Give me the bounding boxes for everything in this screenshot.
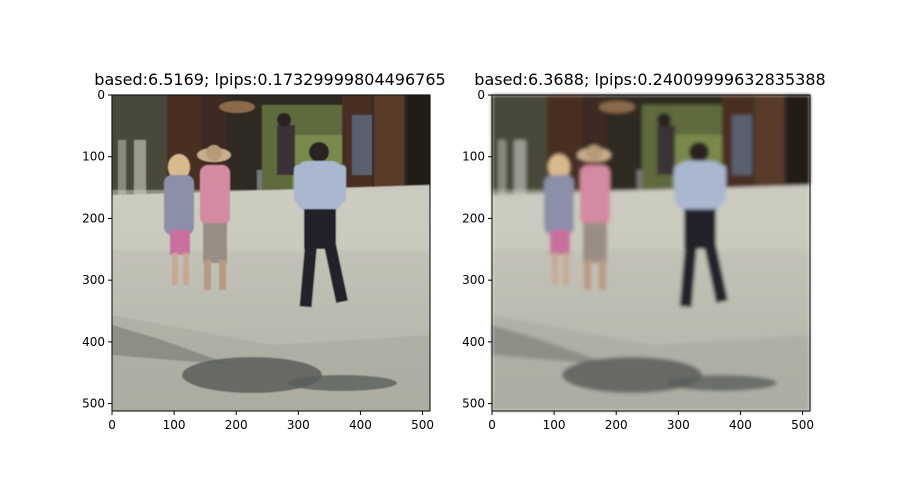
y-tick-label: 100 [82, 150, 105, 164]
y-tick-label: 500 [82, 397, 105, 411]
x-tick-label: 500 [411, 418, 434, 432]
x-tick-label: 200 [605, 418, 628, 432]
x-tick-label: 300 [667, 418, 690, 432]
y-tick-label: 200 [462, 211, 485, 225]
x-tick-label: 0 [108, 418, 116, 432]
y-tick-label: 500 [462, 397, 485, 411]
left-panel-title: based:6.5169; lpips:0.17329999804496765 [94, 70, 446, 89]
y-tick-label: 0 [477, 88, 485, 102]
axes-frame [111, 94, 431, 412]
y-tick-label: 200 [82, 211, 105, 225]
y-tick-label: 400 [462, 335, 485, 349]
x-tick-label: 200 [225, 418, 248, 432]
y-tick-label: 300 [82, 273, 105, 287]
right-panel-title: based:6.3688; lpips:0.24009999632835388 [474, 70, 826, 89]
x-tick-label: 100 [163, 418, 186, 432]
y-tick-label: 400 [82, 335, 105, 349]
left-image-axes: 0 100 200 300 400 500 0 100 200 300 400 500 [82, 88, 434, 432]
x-tick-label: 400 [729, 418, 752, 432]
axes-frame [491, 94, 811, 412]
y-tick-label: 300 [462, 273, 485, 287]
y-tick-label: 100 [462, 150, 485, 164]
x-tick-label: 300 [287, 418, 310, 432]
right-image-axes: 0 100 200 300 400 500 0 100 200 300 400 500 [462, 88, 814, 432]
x-tick-label: 500 [791, 418, 814, 432]
y-tick-label: 0 [97, 88, 105, 102]
x-tick-label: 400 [349, 418, 372, 432]
x-tick-label: 0 [488, 418, 496, 432]
x-tick-label: 100 [543, 418, 566, 432]
